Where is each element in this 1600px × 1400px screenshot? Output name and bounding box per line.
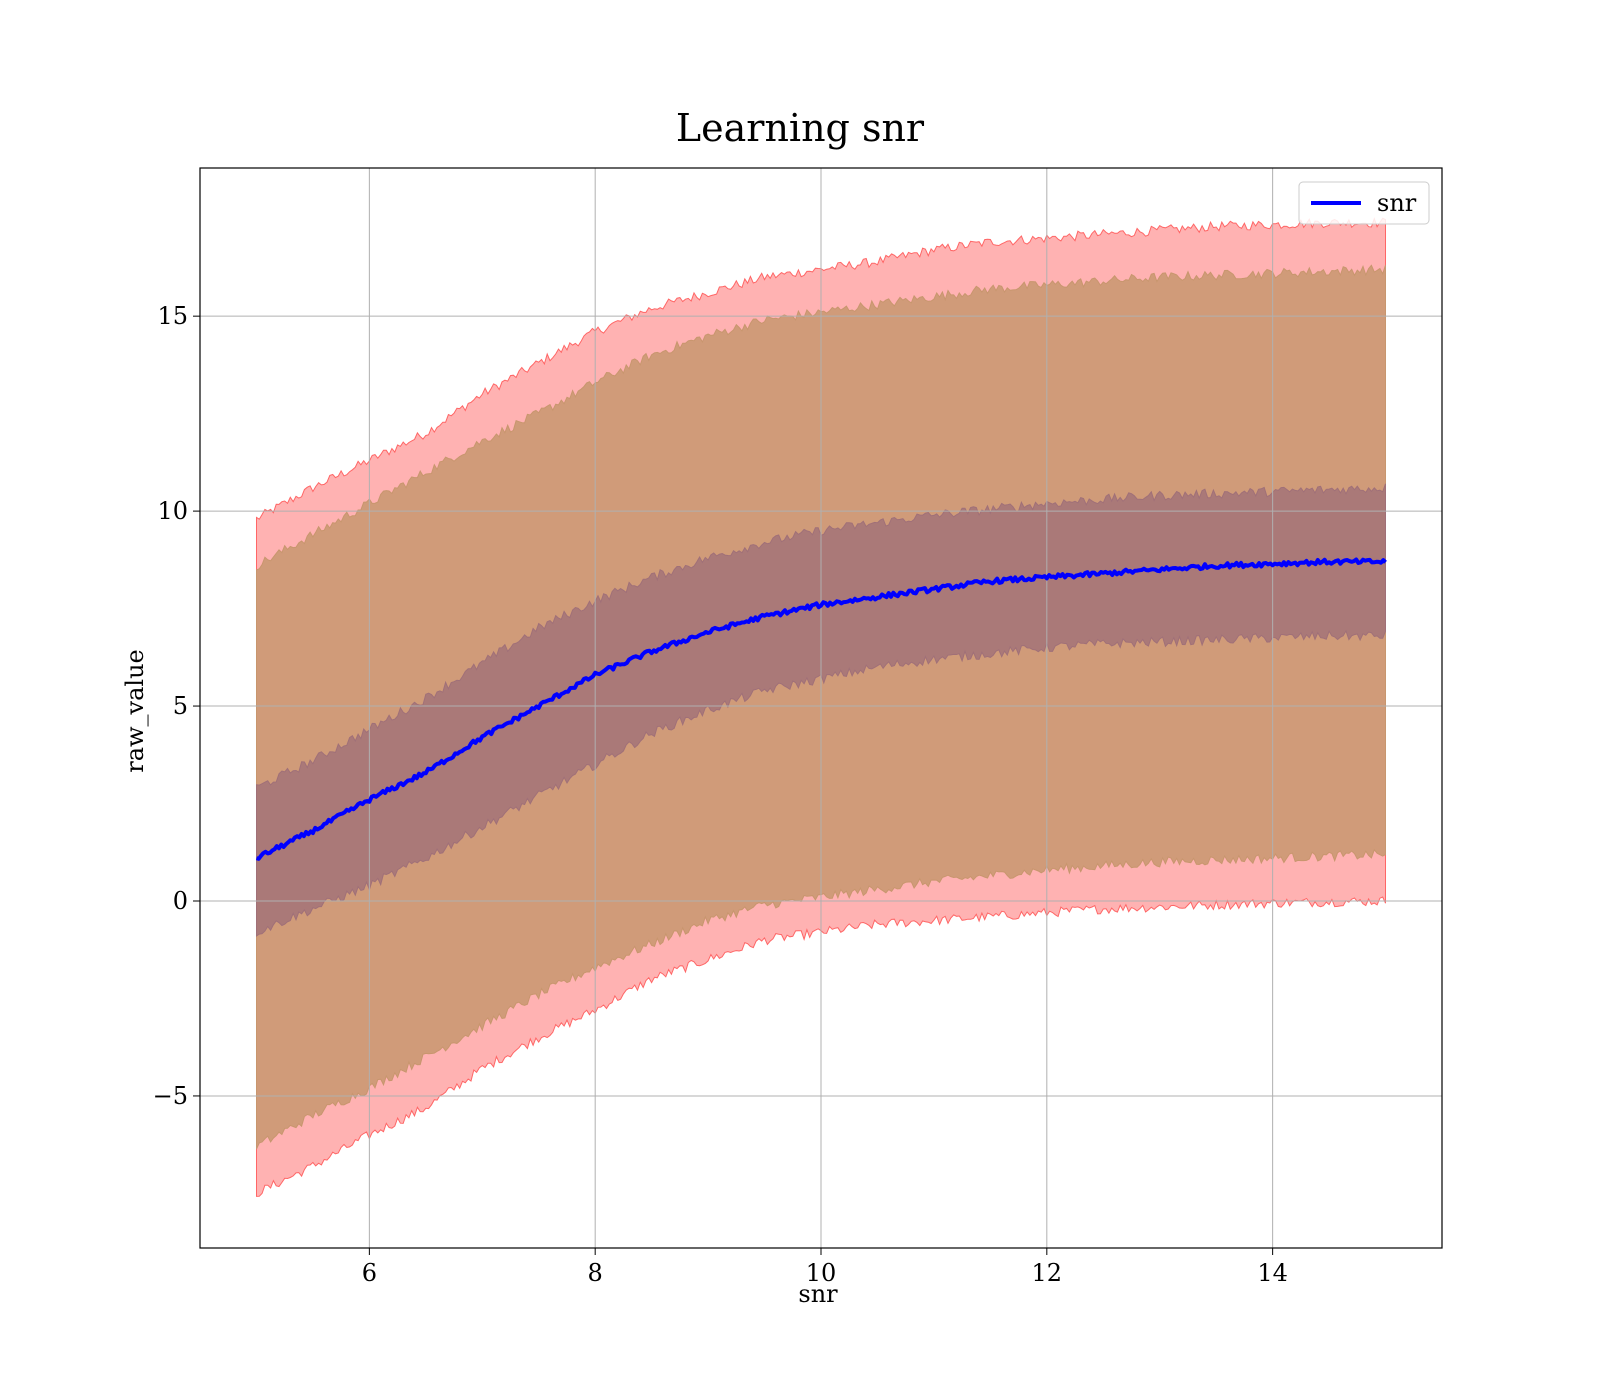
y-tick-label: −5 xyxy=(153,1082,188,1110)
x-tick-label: 6 xyxy=(362,1259,377,1287)
y-tick-label: 10 xyxy=(157,497,188,525)
legend-box xyxy=(1298,181,1430,225)
x-tick-label: 14 xyxy=(1257,1259,1288,1287)
x-tick-label: 8 xyxy=(588,1259,603,1287)
legend-label: snr xyxy=(1377,189,1417,217)
series-line-snr xyxy=(255,557,1387,861)
chart-title: Learning snr xyxy=(676,106,925,150)
y-axis-label: raw_value xyxy=(121,649,149,773)
confidence-band-inner xyxy=(256,483,1386,937)
plot-area: 6 8 10 12 14 −5 0 5 10 15 snr xyxy=(153,167,1443,1287)
x-tick-label: 12 xyxy=(1032,1259,1063,1287)
y-tick-label: 15 xyxy=(157,302,188,330)
x-axis-label: snr xyxy=(798,1280,838,1308)
y-tick-label: 5 xyxy=(173,692,188,720)
x-tick-label: 10 xyxy=(806,1259,837,1287)
y-tick-label: 0 xyxy=(173,887,188,915)
